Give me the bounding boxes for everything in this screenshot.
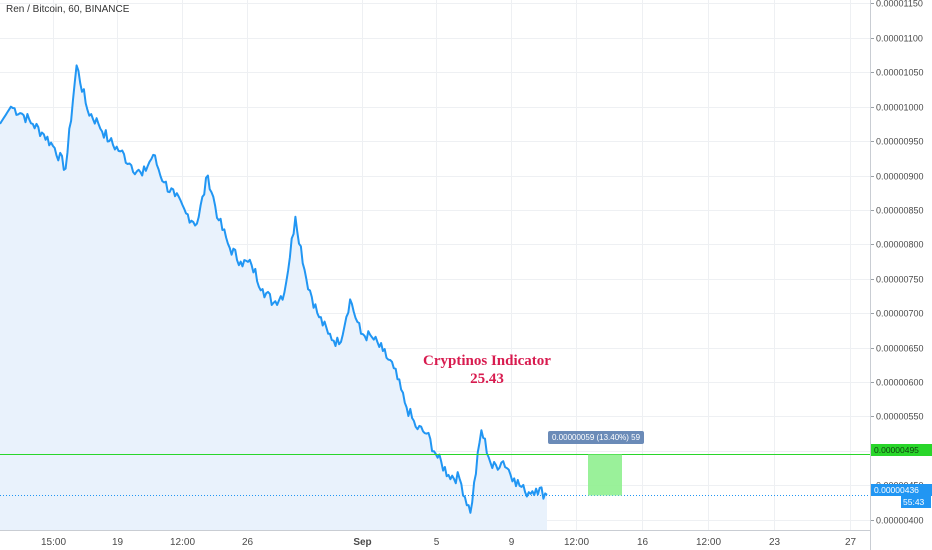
y-tick-label: 0.00000900 — [876, 172, 924, 182]
annotation-value: 25.43 — [470, 371, 504, 387]
annotation-title: Cryptinos Indicator — [423, 353, 551, 369]
x-tick-label: 26 — [242, 537, 254, 548]
x-tick-label: 27 — [845, 537, 857, 548]
horizontal-levels — [0, 454, 870, 496]
x-tick-label: 23 — [769, 537, 781, 548]
symbol-title: Ren / Bitcoin, 60, BINANCE — [6, 4, 130, 15]
y-tick-label: 0.00000400 — [876, 516, 924, 526]
y-tick-label: 0.00001050 — [876, 68, 924, 78]
price-line[interactable] — [0, 64, 548, 514]
x-tick-label: Sep — [353, 537, 371, 548]
y-tick-label: 0.00000850 — [876, 206, 924, 216]
price-area-layer — [0, 64, 548, 531]
bar-countdown-tag: 55:43 — [901, 496, 931, 508]
y-tick-label: 0.00001100 — [876, 34, 923, 44]
y-tick-label: 0.00000550 — [876, 412, 924, 422]
y-tick-label: 0.00000650 — [876, 344, 924, 354]
green-level-price-tag: 0.00000495 — [871, 444, 932, 456]
x-tick-label: 12:00 — [696, 537, 721, 548]
y-tick-label: 0.00000750 — [876, 275, 924, 285]
price-area-fill — [0, 65, 547, 531]
y-tick-label: 0.00001000 — [876, 103, 924, 113]
indicator-annotation: Cryptinos Indicator 25.43 — [412, 352, 562, 388]
x-tick-label: 16 — [637, 537, 649, 548]
y-tick-label: 0.00000700 — [876, 309, 924, 319]
time-axis[interactable]: 15:00 19 12:00 26 Sep 5 9 12:00 16 12:00 23 27 — [41, 537, 857, 548]
measure-range-box[interactable] — [588, 454, 622, 496]
last-price-tag: 0.00000436 — [871, 484, 932, 496]
x-tick-label: 12:00 — [564, 537, 589, 548]
y-tick-label: 0.00001150 — [876, 0, 923, 9]
y-tick-label: 0.00000950 — [876, 137, 924, 147]
x-tick-label: 15:00 — [41, 537, 66, 548]
y-tick-label: 0.00000800 — [876, 240, 924, 250]
y-tick-label: 0.00000600 — [876, 378, 924, 388]
x-tick-label: 5 — [434, 537, 440, 548]
measure-label: 0.00000059 (13.40%) 59 — [548, 431, 645, 444]
x-tick-label: 9 — [509, 537, 515, 548]
x-tick-label: 12:00 — [170, 537, 195, 548]
x-tick-label: 19 — [112, 537, 124, 548]
